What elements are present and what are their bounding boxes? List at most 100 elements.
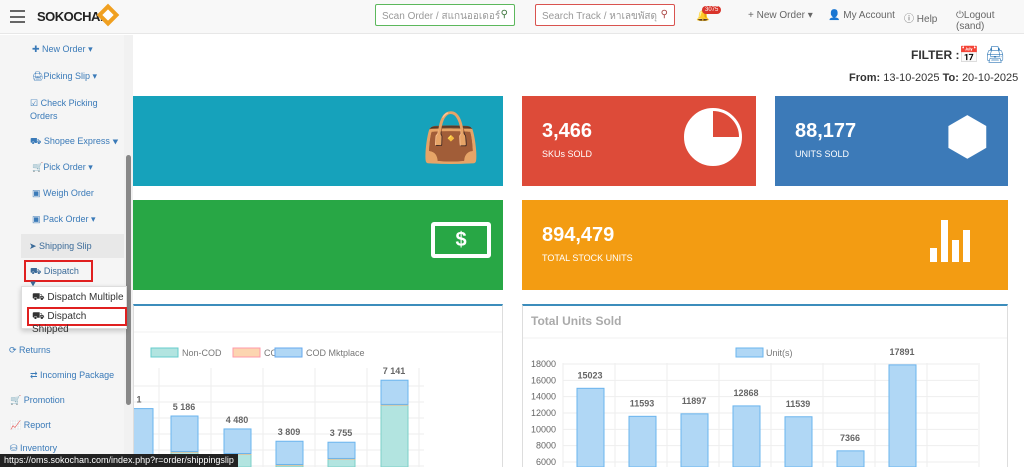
sidebar-label: New Order: [42, 44, 86, 54]
stat-value: 894,479: [542, 224, 615, 246]
scan-order-input[interactable]: Scan Order / สแกนออเดอร์ ⚲: [375, 4, 515, 26]
stat-box-skus: 3,466 SKUs SOLD: [522, 96, 756, 186]
search-track-input[interactable]: Search Track / หาเลขพัสดุ ⚲: [535, 4, 675, 26]
sidebar-item-dispatch[interactable]: ⛟ Dispatch ▾: [24, 260, 93, 288]
calendar-icon[interactable]: 📅: [959, 47, 979, 64]
search-icon[interactable]: ⚲: [660, 9, 668, 20]
shopping-bag-icon: 👜: [421, 112, 481, 165]
data-label: 12868: [733, 388, 758, 398]
sidebar-label: Pick Order: [43, 162, 86, 172]
sidebar-item-returns[interactable]: ⟳ Returns: [9, 345, 51, 355]
help-label: Help: [916, 14, 938, 25]
legend-label: COD Mktplace: [306, 348, 365, 358]
bar-segment: [170, 415, 199, 452]
pie-chart-icon: [684, 108, 742, 166]
sidebar-label: Dispatch: [43, 266, 79, 276]
sidebar-item-check-picking[interactable]: ☑ Check Picking Orders: [30, 98, 98, 121]
sidebar-item-promotion[interactable]: 🛒 Promotion: [10, 395, 65, 405]
menu-toggle-icon[interactable]: [10, 10, 25, 23]
bar-segment: [380, 404, 409, 467]
sidebar-label: Shopee Express: [43, 136, 110, 146]
y-tick-label: 8000: [536, 441, 556, 451]
sidebar-item-shipping-slip[interactable]: ➤ Shipping Slip: [21, 234, 124, 258]
date-range: From: 13-10-2025 To: 20-10-2025: [849, 72, 1018, 84]
stat-value: 88,177: [795, 120, 857, 142]
sidebar-item-picking-slip[interactable]: 🖨Picking Slip ▾: [32, 71, 97, 81]
legend-label: Unit(s): [766, 348, 793, 358]
logout-label: Logout (sand): [956, 10, 995, 32]
chart-title: Total Units Sold: [531, 314, 622, 328]
sidebar-label: Shipping Slip: [39, 241, 92, 251]
data-label: 7366: [840, 433, 860, 443]
orders-chart: Non-COD COD COD Mktplace 1 5 186 4 480 3 809 3 …: [134, 331, 502, 467]
data-label: 11593: [630, 398, 655, 408]
stat-label: SKUs SOLD: [542, 149, 593, 159]
stat-label: UNITS SOLD: [795, 149, 850, 159]
y-tick-label: 16000: [531, 375, 556, 385]
logout-link[interactable]: ⏻Logout (sand): [956, 10, 995, 32]
search-icon[interactable]: ⚲: [500, 9, 508, 20]
sidebar-label: Weigh Order: [43, 188, 94, 198]
dispatch-multiple-item[interactable]: ⛟ Dispatch Multiple: [32, 292, 124, 303]
sidebar-label: Picking Slip: [43, 71, 90, 81]
to-date: 20-10-2025: [961, 72, 1019, 84]
sidebar-item-shopee-express[interactable]: ⛟ Shopee Express ▾: [30, 136, 119, 146]
bar-segment: [223, 428, 252, 454]
data-label: 15023: [577, 370, 602, 380]
legend-label: COD: [264, 348, 285, 358]
sidebar-item-inventory[interactable]: ⛁ Inventory: [10, 443, 58, 453]
filter-label: FILTER :: [911, 48, 960, 62]
stat-box-orders: 👜: [133, 96, 503, 186]
data-label: 5 186: [173, 402, 196, 412]
legend-swatch: [150, 347, 179, 358]
bar-segment: [380, 379, 409, 405]
data-label: 4 480: [226, 415, 249, 425]
cube-icon: ⬢: [944, 108, 990, 166]
new-order-menu[interactable]: + New Order ▾: [748, 10, 813, 21]
legend-swatch: [274, 347, 303, 358]
bar: [732, 405, 761, 467]
sidebar-label: Pack Order: [43, 214, 89, 224]
sidebar-item-new-order[interactable]: ✚ New Order ▾: [32, 44, 93, 54]
menu-label: Dispatch Shipped: [32, 311, 87, 335]
stat-label: TOTAL STOCK UNITS: [542, 253, 633, 263]
data-label: 11539: [786, 399, 811, 409]
sidebar-item-pack-order[interactable]: ▣ Pack Order ▾: [32, 214, 96, 224]
bar-chart-icon: [930, 220, 970, 262]
bar: [888, 364, 917, 467]
legend-swatch: [735, 347, 764, 358]
sidebar-item-incoming-package[interactable]: ⇄ Incoming Package: [30, 370, 115, 380]
orders-chart-panel: Non-COD COD COD Mktplace 1 5 186 4 480 3 809 3 …: [133, 304, 503, 467]
sidebar-label: Promotion: [23, 395, 65, 405]
sidebar-item-weigh-order[interactable]: ▣ Weigh Order: [32, 188, 94, 198]
bar: [784, 416, 813, 467]
y-tick-label: 10000: [531, 424, 556, 434]
bar: [628, 415, 657, 467]
sidebar-item-report[interactable]: 📈 Report: [10, 420, 51, 430]
print-icon[interactable]: 🖨: [985, 47, 1006, 64]
bar-segment: [275, 440, 304, 465]
dispatch-shipped-item[interactable]: ⛟ Dispatch Shipped: [27, 307, 127, 335]
stat-box-units: 88,177 UNITS SOLD ⬢: [775, 96, 1008, 186]
data-label: 11897: [682, 396, 707, 406]
sidebar-label: Check Picking Orders: [30, 98, 98, 121]
y-tick-label: 12000: [531, 408, 556, 418]
from-date: 13-10-2025: [883, 72, 940, 84]
sidebar-label: Inventory: [20, 443, 58, 453]
y-tick-label: 14000: [531, 392, 556, 402]
sidebar: ✚ New Order ▾ 🖨Picking Slip ▾ ☑ Check Pi…: [0, 35, 124, 467]
logo[interactable]: SOKOCHAN: [37, 9, 109, 24]
help-link[interactable]: ⓘ Help: [904, 14, 938, 25]
scan-order-placeholder: Scan Order / สแกนออเดอร์: [382, 11, 501, 22]
sidebar-item-pick-order[interactable]: 🛒Pick Order ▾: [32, 162, 93, 172]
bar: [576, 387, 605, 467]
scrollbar-thumb[interactable]: [126, 155, 131, 405]
units-chart: 6000 8000 10000 12000 14000 16000 18000 Unit(s)…: [523, 337, 1007, 467]
money-icon: $: [431, 222, 491, 258]
data-label: 3 755: [330, 428, 353, 438]
my-account-link[interactable]: 👤 My Account: [828, 10, 895, 21]
sidebar-label: Incoming Package: [40, 370, 115, 380]
legend-label: Non-COD: [182, 348, 222, 358]
top-navbar: SOKOCHAN Scan Order / สแกนออเดอร์ ⚲ Searc…: [0, 0, 1024, 34]
notification-badge: 3075: [702, 6, 722, 14]
